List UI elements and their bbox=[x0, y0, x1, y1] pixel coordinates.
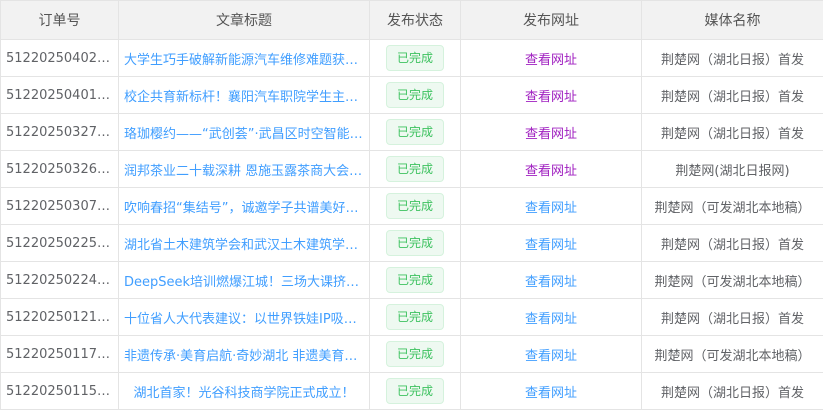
order-id: 5122025032618… bbox=[1, 151, 119, 188]
article-title: 十位省人大代表建议：以世界铁娃IP吸引… bbox=[119, 299, 370, 336]
table-row: 5122025022419… DeepSeek培训燃爆江城！三场大课挤进… 已完… bbox=[1, 262, 823, 299]
view-url-link[interactable]: 查看网址 bbox=[525, 349, 577, 364]
media-name: 荆楚网（可发湖北本地稿） bbox=[642, 262, 823, 299]
table-row: 5122025032711… 珞珈樱约——“武创荟”·武昌区时空智能科… 已完成… bbox=[1, 114, 823, 151]
table-row: 5122025030716… 吹响春招“集结号”，诚邀学子共谱美好黄陂 已完成 … bbox=[1, 188, 823, 225]
order-id: 5122025032711… bbox=[1, 114, 119, 151]
order-id: 5122025011717… bbox=[1, 336, 119, 373]
article-title: 润邦茶业二十载深耕 恩施玉露茶商大会… bbox=[119, 151, 370, 188]
status-badge: 已完成 bbox=[386, 193, 444, 219]
media-name: 荆楚网（湖北日报）首发 bbox=[642, 373, 823, 410]
order-id: 5122025022510… bbox=[1, 225, 119, 262]
order-id: 5122025022419… bbox=[1, 262, 119, 299]
article-title: 湖北首家！光谷科技商学院正式成立！ bbox=[119, 373, 370, 410]
view-url-link[interactable]: 查看网址 bbox=[525, 164, 577, 179]
table-header: 订单号 文章标题 发布状态 发布网址 媒体名称 bbox=[1, 1, 823, 40]
article-title: 吹响春招“集结号”，诚邀学子共谱美好黄陂 bbox=[119, 188, 370, 225]
status-badge: 已完成 bbox=[386, 341, 444, 367]
view-url-link[interactable]: 查看网址 bbox=[525, 275, 577, 290]
table-row: 5122025011717… 非遗传承·美育启航·奇妙湖北 非遗美育课… 已完成… bbox=[1, 336, 823, 373]
article-title: 湖北省土木建筑学会和武汉土木建筑学会… bbox=[119, 225, 370, 262]
view-url-link[interactable]: 查看网址 bbox=[525, 238, 577, 253]
media-name: 荆楚网（可发湖北本地稿） bbox=[642, 188, 823, 225]
header-order-id: 订单号 bbox=[1, 1, 119, 40]
table-row: 5122025022510… 湖北省土木建筑学会和武汉土木建筑学会… 已完成 查… bbox=[1, 225, 823, 262]
order-id: 5122025012114… bbox=[1, 299, 119, 336]
status-badge: 已完成 bbox=[386, 82, 444, 108]
view-url-link[interactable]: 查看网址 bbox=[525, 312, 577, 327]
status-badge: 已完成 bbox=[386, 267, 444, 293]
order-id: 5122025040210… bbox=[1, 40, 119, 77]
order-id: 5122025040109… bbox=[1, 77, 119, 114]
header-status: 发布状态 bbox=[370, 1, 461, 40]
table-row: 5122025040210… 大学生巧手破解新能源汽车维修难题获车… 已完成 查… bbox=[1, 40, 823, 77]
view-url-link[interactable]: 查看网址 bbox=[525, 201, 577, 216]
order-id: 5122025030716… bbox=[1, 188, 119, 225]
view-url-link[interactable]: 查看网址 bbox=[525, 90, 577, 105]
table-row: 5122025040109… 校企共育新标杆！襄阳汽车职院学生主讲… 已完成 查… bbox=[1, 77, 823, 114]
media-name: 荆楚网（湖北日报）首发 bbox=[642, 225, 823, 262]
status-badge: 已完成 bbox=[386, 119, 444, 145]
media-name: 荆楚网（湖北日报）首发 bbox=[642, 40, 823, 77]
article-title: 珞珈樱约——“武创荟”·武昌区时空智能科… bbox=[119, 114, 370, 151]
status-badge: 已完成 bbox=[386, 45, 444, 71]
view-url-link[interactable]: 查看网址 bbox=[525, 53, 577, 68]
media-name: 荆楚网（可发湖北本地稿） bbox=[642, 336, 823, 373]
order-id: 5122025011511… bbox=[1, 373, 119, 410]
media-name: 荆楚网（湖北日报）首发 bbox=[642, 299, 823, 336]
table-row: 5122025032618… 润邦茶业二十载深耕 恩施玉露茶商大会… 已完成 查… bbox=[1, 151, 823, 188]
article-title: 校企共育新标杆！襄阳汽车职院学生主讲… bbox=[119, 77, 370, 114]
status-badge: 已完成 bbox=[386, 304, 444, 330]
status-badge: 已完成 bbox=[386, 230, 444, 256]
media-name: 荆楚网（湖北日报）首发 bbox=[642, 114, 823, 151]
status-badge: 已完成 bbox=[386, 156, 444, 182]
view-url-link[interactable]: 查看网址 bbox=[525, 386, 577, 401]
header-media: 媒体名称 bbox=[642, 1, 823, 40]
article-title: 非遗传承·美育启航·奇妙湖北 非遗美育课… bbox=[119, 336, 370, 373]
table-row: 5122025011511… 湖北首家！光谷科技商学院正式成立！ 已完成 查看网… bbox=[1, 373, 823, 410]
media-name: 荆楚网（湖北日报）首发 bbox=[642, 77, 823, 114]
article-title: 大学生巧手破解新能源汽车维修难题获车… bbox=[119, 40, 370, 77]
status-badge: 已完成 bbox=[386, 378, 444, 404]
media-name: 荆楚网(湖北日报网) bbox=[642, 151, 823, 188]
table-row: 5122025012114… 十位省人大代表建议：以世界铁娃IP吸引… 已完成 … bbox=[1, 299, 823, 336]
header-url: 发布网址 bbox=[461, 1, 642, 40]
view-url-link[interactable]: 查看网址 bbox=[525, 127, 577, 142]
header-title: 文章标题 bbox=[119, 1, 370, 40]
article-title: DeepSeek培训燃爆江城！三场大课挤进… bbox=[119, 262, 370, 299]
